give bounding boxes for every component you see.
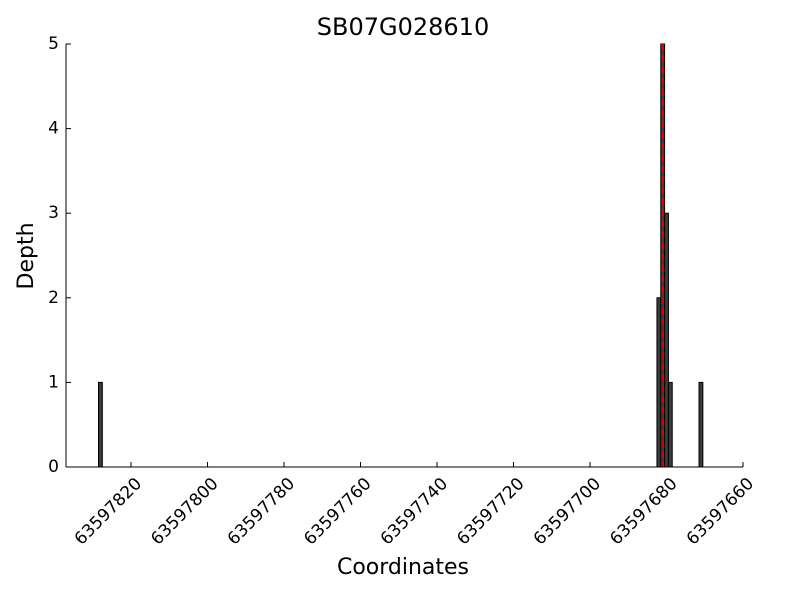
y-tick-label: 1 bbox=[48, 372, 59, 392]
x-axis-title: Coordinates bbox=[337, 555, 469, 580]
x-tick-label: 63597680 bbox=[606, 474, 681, 549]
y-tick-label: 3 bbox=[48, 203, 59, 223]
y-tick-label: 5 bbox=[48, 34, 59, 54]
y-tick-label: 4 bbox=[48, 119, 59, 139]
x-tick-label: 63597740 bbox=[377, 474, 452, 549]
y-tick-label: 2 bbox=[48, 288, 59, 308]
bar bbox=[698, 381, 704, 468]
y-tick-label: 0 bbox=[48, 457, 59, 477]
x-tick-label: 63597700 bbox=[530, 474, 605, 549]
x-tick-label: 63597820 bbox=[71, 474, 146, 549]
x-tick-label: 63597660 bbox=[683, 474, 758, 549]
chart-title: SB07G028610 bbox=[317, 13, 489, 41]
bar bbox=[98, 381, 103, 468]
x-tick-label: 63597760 bbox=[300, 474, 375, 549]
bar bbox=[667, 381, 673, 468]
y-axis-title: Depth bbox=[14, 222, 39, 289]
x-tick-label: 63597780 bbox=[224, 474, 299, 549]
x-tick-label: 63597720 bbox=[453, 474, 528, 549]
bar bbox=[664, 212, 669, 468]
x-tick-label: 63597800 bbox=[147, 474, 222, 549]
bar bbox=[656, 297, 662, 468]
